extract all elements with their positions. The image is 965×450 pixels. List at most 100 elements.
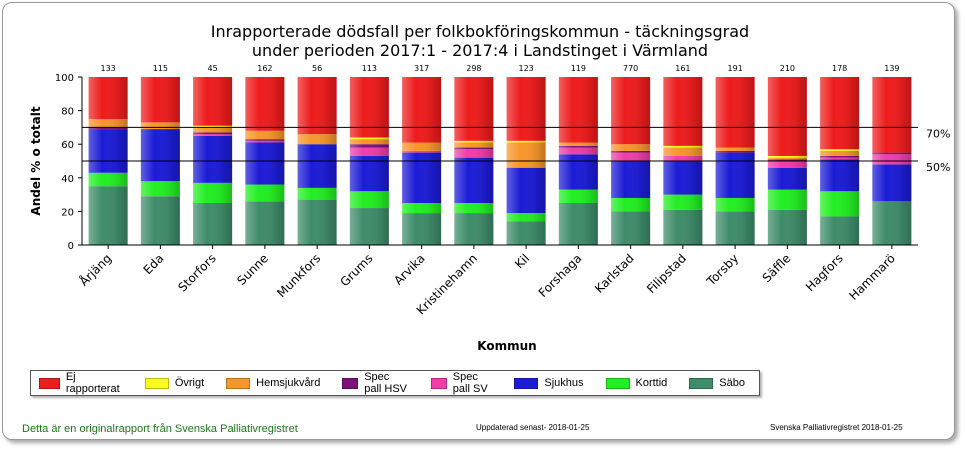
bar-segment-shading xyxy=(820,77,860,150)
bar-segment-shading xyxy=(767,157,807,160)
bar-segment-shading xyxy=(663,147,703,156)
y-tick-label: 100 xyxy=(55,73,74,84)
x-tick-label: Grums xyxy=(337,251,375,289)
bar-segment-shading xyxy=(558,154,598,190)
legend-swatch xyxy=(342,377,359,389)
x-tick-label: Munkfors xyxy=(274,251,323,300)
legend-label: Sjukhus xyxy=(544,377,584,389)
bar-segment-shading xyxy=(767,161,807,168)
legend-label: Ej rapporterat xyxy=(65,371,120,395)
bar-segment-shading xyxy=(454,213,494,245)
bar-segment-shading xyxy=(506,140,546,143)
bar-segment-shading xyxy=(715,150,755,153)
bar-segment-shading xyxy=(558,77,598,143)
y-tick-label: 60 xyxy=(61,140,74,151)
y-tick-label: 0 xyxy=(68,241,74,252)
legend-label: Spec pall SV xyxy=(452,371,488,395)
bar-segment-shading xyxy=(402,77,442,143)
legend-label: Hemsjukvård xyxy=(256,377,321,389)
legend-swatch xyxy=(514,377,539,389)
bar-count-label: 119 xyxy=(571,64,586,73)
bar-segment-shading xyxy=(349,147,389,156)
legend-item: Övrigt xyxy=(144,377,204,389)
bar-segment-shading xyxy=(767,77,807,156)
bar-segment-shading xyxy=(715,197,755,212)
bar-segment-shading xyxy=(193,134,233,136)
x-tick-label: Eda xyxy=(141,251,167,277)
legend-swatch xyxy=(430,377,447,389)
bar-count-label: 178 xyxy=(832,64,847,73)
y-tick-label: 80 xyxy=(61,107,74,118)
bar-segment-shading xyxy=(715,152,755,198)
bar-segment-shading xyxy=(88,77,128,119)
legend-item: Korttid xyxy=(605,377,667,389)
x-tick-label: Hagfors xyxy=(803,251,846,294)
x-tick-label: Säffle xyxy=(760,251,794,285)
bar-segment-shading xyxy=(245,130,285,140)
bar-segment-shading xyxy=(663,161,703,195)
chart-title-line-2: under perioden 2017:1 - 2017:4 i Landsti… xyxy=(252,41,708,60)
bar-count-label: 317 xyxy=(414,64,429,73)
bar-segment-shading xyxy=(872,77,912,153)
legend-swatch xyxy=(689,377,714,389)
x-axis-title: Kommun xyxy=(477,339,536,353)
bar-segment-shading xyxy=(767,159,807,161)
bar-segment-shading xyxy=(454,140,494,143)
legend-item: Säbo xyxy=(689,377,745,389)
bar-segment-shading xyxy=(349,144,389,148)
bar-segment-shading xyxy=(767,167,807,190)
bar-segment-shading xyxy=(872,201,912,245)
bar-segment-shading xyxy=(872,164,912,202)
bar-segment-shading xyxy=(193,182,233,203)
bar-segment-shading xyxy=(349,208,389,245)
bar-count-label: 210 xyxy=(780,64,795,73)
legend-item: Ej rapporterat xyxy=(39,371,123,395)
bar-segment-shading xyxy=(611,211,651,245)
legend-label: Säbo xyxy=(719,377,745,389)
plot-area: 133 Årjäng 115 Eda 45 Storfors 162 Sunne 56 Munkf… xyxy=(55,64,951,317)
chart-title-line-1: Inrapporterade dödsfall per folkbokförin… xyxy=(211,22,749,41)
bar-count-label: 162 xyxy=(257,64,272,73)
y-tick-label: 20 xyxy=(61,207,74,218)
bar-segment-shading xyxy=(663,209,703,245)
bar-segment-shading xyxy=(88,127,128,130)
bar-segment-shading xyxy=(349,137,389,140)
x-tick-label: Filipstad xyxy=(644,251,689,296)
footer-registry-date: Svenska Palliativregistret 2018-01-25 xyxy=(770,423,903,432)
bar-segment-shading xyxy=(245,140,285,143)
x-tick-label: Hammarö xyxy=(846,251,898,303)
x-tick-label: Storfors xyxy=(175,251,218,294)
bar-segment-shading xyxy=(820,150,860,156)
bar-segment-shading xyxy=(506,221,546,245)
legend-item: Sjukhus xyxy=(514,377,584,389)
bar-segment-shading xyxy=(193,125,233,128)
legend-item: Spec pall SV xyxy=(430,371,492,395)
bar-segment-shading xyxy=(297,187,337,200)
reference-line-label: 50% xyxy=(926,161,950,174)
x-tick-label: Arvika xyxy=(391,251,428,288)
bar-segment-shading xyxy=(402,152,442,203)
bar-segment-shading xyxy=(454,142,494,148)
bar-count-label: 45 xyxy=(208,64,218,73)
x-tick-label: Torsby xyxy=(703,251,741,289)
bar-segment-shading xyxy=(558,203,598,245)
bar-count-label: 161 xyxy=(675,64,690,73)
bar-segment-shading xyxy=(767,209,807,245)
bar-segment-shading xyxy=(715,211,755,245)
bar-segment-shading xyxy=(88,186,128,245)
bar-segment-shading xyxy=(872,154,912,165)
bar-segment-shading xyxy=(820,191,860,217)
bar-segment-shading xyxy=(454,203,494,214)
bar-segment-shading xyxy=(193,132,233,135)
footer-updated-date: Uppdaterad senast- 2018-01-25 xyxy=(476,423,590,432)
bar-segment-shading xyxy=(558,142,598,146)
bar-segment-shading xyxy=(297,144,337,188)
x-tick-label: Sunne xyxy=(234,251,271,288)
bar-count-label: 139 xyxy=(884,64,899,73)
bar-segment-shading xyxy=(506,213,546,222)
bar-segment-shading xyxy=(349,191,389,209)
x-tick-label: Karlstad xyxy=(592,251,637,296)
bar-segment-shading xyxy=(454,149,494,158)
bar-segment-shading xyxy=(663,155,703,161)
